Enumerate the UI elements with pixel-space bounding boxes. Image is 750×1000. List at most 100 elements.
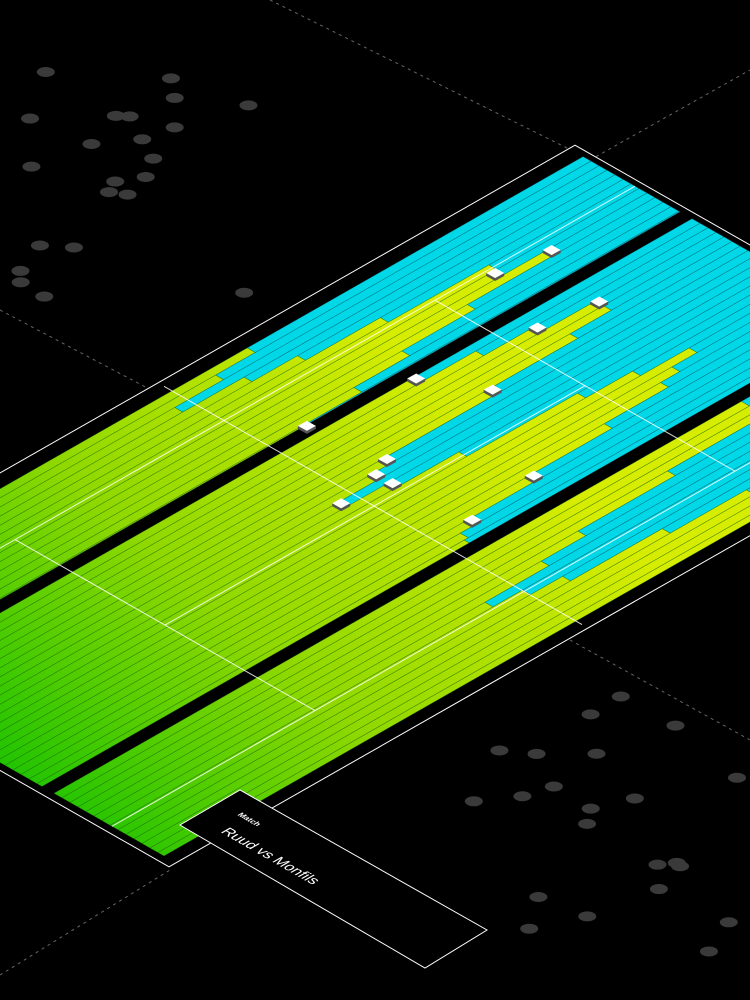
dot bbox=[527, 748, 546, 759]
court bbox=[0, 144, 750, 868]
dot bbox=[239, 100, 258, 111]
dot bbox=[100, 187, 119, 198]
marker bbox=[378, 454, 396, 464]
marker-side bbox=[383, 483, 402, 492]
dot bbox=[11, 265, 30, 276]
dot bbox=[648, 859, 667, 870]
dot bbox=[529, 891, 548, 902]
stripe-green bbox=[0, 376, 253, 526]
dot bbox=[235, 287, 254, 298]
dot bbox=[667, 857, 686, 868]
info-panel: Match Ruud vs Monfils bbox=[179, 789, 488, 969]
dot bbox=[578, 818, 597, 829]
stripe-green bbox=[0, 393, 587, 732]
dot bbox=[165, 92, 184, 103]
stripe-green bbox=[0, 350, 485, 632]
panel-box bbox=[179, 789, 488, 969]
dot bbox=[581, 709, 600, 720]
marker bbox=[297, 420, 316, 431]
dot bbox=[464, 796, 483, 807]
dots bbox=[11, 67, 747, 957]
dot bbox=[649, 884, 668, 895]
stripe-green bbox=[0, 374, 225, 508]
dot bbox=[106, 110, 125, 121]
stripe-cyan bbox=[745, 487, 750, 493]
marker-side bbox=[463, 519, 482, 528]
dot bbox=[21, 113, 40, 124]
dot bbox=[578, 911, 597, 922]
dot bbox=[133, 134, 152, 145]
guide-line bbox=[589, 69, 750, 161]
marker-side bbox=[407, 378, 426, 387]
stripe-green bbox=[0, 304, 476, 581]
marker-side bbox=[332, 503, 351, 512]
markers bbox=[297, 245, 609, 528]
dot bbox=[666, 720, 685, 731]
dot bbox=[719, 917, 738, 928]
court-line bbox=[163, 385, 583, 625]
stripe-green bbox=[0, 305, 612, 659]
marker-side bbox=[367, 474, 386, 483]
stripe-green bbox=[0, 366, 681, 760]
stripe-green bbox=[0, 407, 184, 517]
dot bbox=[136, 171, 155, 182]
stripe-green bbox=[0, 355, 306, 535]
marker bbox=[524, 470, 543, 481]
dot bbox=[513, 791, 532, 802]
marker bbox=[332, 498, 351, 509]
marker-side bbox=[297, 425, 316, 434]
guide-line bbox=[269, 0, 576, 153]
marker-side bbox=[486, 273, 505, 281]
guides bbox=[0, 0, 750, 976]
dot bbox=[544, 781, 563, 792]
stripe-green bbox=[36, 539, 470, 787]
dot bbox=[587, 748, 606, 759]
marker-side bbox=[524, 475, 543, 484]
dot bbox=[36, 67, 55, 78]
stripe-green bbox=[0, 347, 256, 499]
dot bbox=[520, 923, 539, 934]
marker bbox=[383, 478, 402, 489]
dot bbox=[35, 291, 54, 302]
stripe-green bbox=[0, 317, 389, 544]
stripe-green bbox=[0, 387, 363, 599]
dot bbox=[581, 803, 600, 814]
marker bbox=[542, 245, 561, 255]
guide-line bbox=[0, 869, 171, 976]
marker bbox=[367, 469, 386, 480]
dot bbox=[11, 277, 30, 288]
marker-side bbox=[542, 250, 561, 258]
stripe-green bbox=[0, 347, 698, 751]
marker bbox=[590, 296, 609, 307]
dot bbox=[106, 176, 125, 187]
dot bbox=[611, 691, 630, 702]
stripe-green bbox=[0, 370, 641, 742]
dot bbox=[30, 240, 49, 251]
marker-side bbox=[590, 301, 609, 310]
stripe-green bbox=[0, 264, 498, 553]
marker bbox=[486, 268, 505, 278]
stripe-green bbox=[157, 514, 750, 857]
dot bbox=[22, 161, 41, 172]
dot bbox=[144, 153, 163, 164]
dot bbox=[118, 189, 137, 200]
marker bbox=[483, 384, 502, 395]
dot bbox=[82, 139, 101, 150]
marker-side bbox=[483, 389, 502, 398]
stripe-green bbox=[0, 350, 411, 590]
marker bbox=[463, 514, 482, 525]
dot bbox=[120, 111, 139, 122]
stripe-green bbox=[0, 333, 579, 669]
dot bbox=[625, 793, 644, 804]
marker bbox=[528, 322, 547, 333]
dot bbox=[699, 946, 718, 957]
dot bbox=[64, 242, 83, 253]
court-line bbox=[164, 385, 586, 626]
dot bbox=[728, 772, 747, 783]
dot bbox=[161, 73, 180, 84]
dot bbox=[165, 122, 184, 133]
dot bbox=[490, 745, 509, 756]
marker-side bbox=[378, 459, 396, 467]
